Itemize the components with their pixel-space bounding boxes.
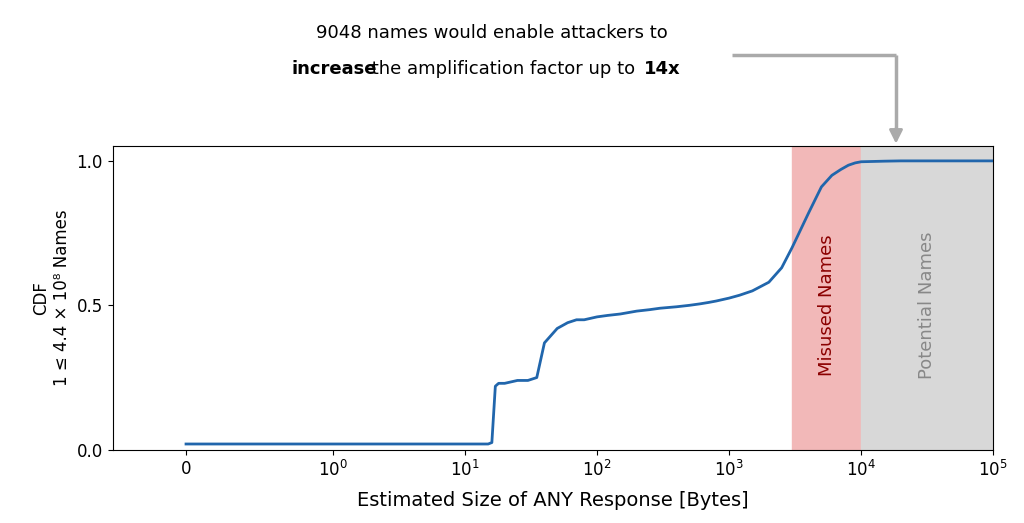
Bar (793, 146, 861, 450)
Bar (861, 146, 993, 450)
Text: 9048 names would enable attackers to: 9048 names would enable attackers to (315, 24, 668, 41)
Text: 14x: 14x (644, 60, 681, 78)
Text: the amplification factor up to: the amplification factor up to (366, 60, 640, 78)
Text: Misused Names: Misused Names (817, 234, 836, 376)
X-axis label: Estimated Size of ANY Response [Bytes]: Estimated Size of ANY Response [Bytes] (357, 491, 749, 510)
Y-axis label: CDF
1 ≤ 4.4 × 10⁸ Names: CDF 1 ≤ 4.4 × 10⁸ Names (32, 210, 71, 386)
Text: increase: increase (292, 60, 377, 78)
Text: Potential Names: Potential Names (919, 232, 936, 379)
